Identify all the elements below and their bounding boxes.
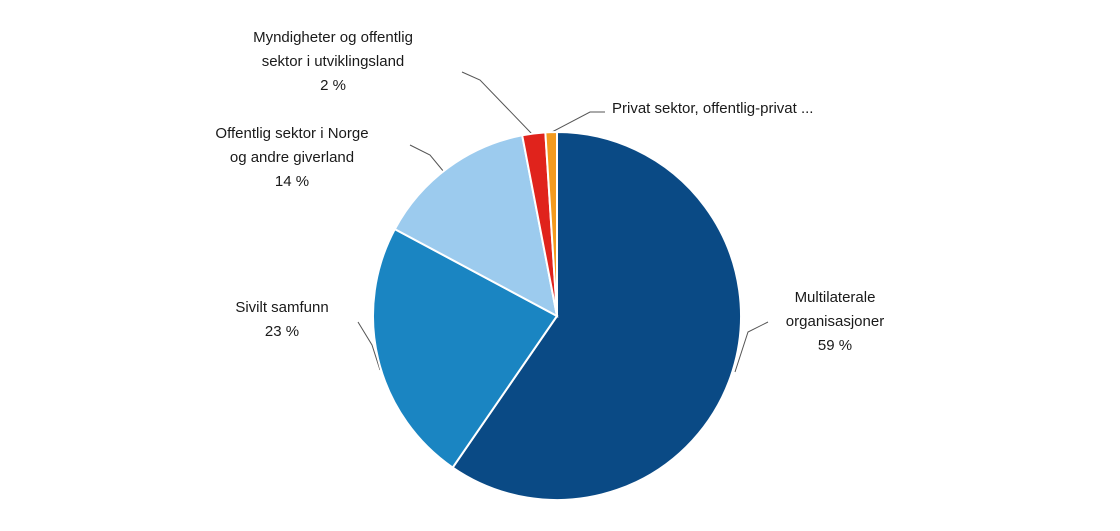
slice-label: Multilaterale organisasjoner (786, 289, 884, 330)
slice-label: Offentlig sektor i Norge og andre giverla… (215, 125, 368, 166)
leader-line (551, 111, 605, 133)
slice-label: Privat sektor, offentlig-privat ... (612, 100, 813, 117)
slice-value-label: 2 % (320, 77, 346, 94)
leader-line (461, 71, 533, 135)
leader-lines (357, 71, 769, 373)
pie-slice (372, 227, 559, 469)
leader-line (409, 144, 445, 173)
leader-line (734, 321, 769, 373)
slice-label: Sivilt samfunn (235, 299, 328, 316)
pie-slice (544, 130, 558, 317)
pie-slice (393, 134, 559, 318)
slice-value-label: 14 % (275, 173, 309, 190)
leader-line (357, 321, 381, 371)
slice-value-label: 23 % (265, 323, 299, 340)
pie-slice (451, 130, 742, 501)
slice-value-label: 59 % (818, 337, 852, 354)
slice-label: Myndigheter og offentlig sektor i utvikli… (253, 29, 413, 70)
